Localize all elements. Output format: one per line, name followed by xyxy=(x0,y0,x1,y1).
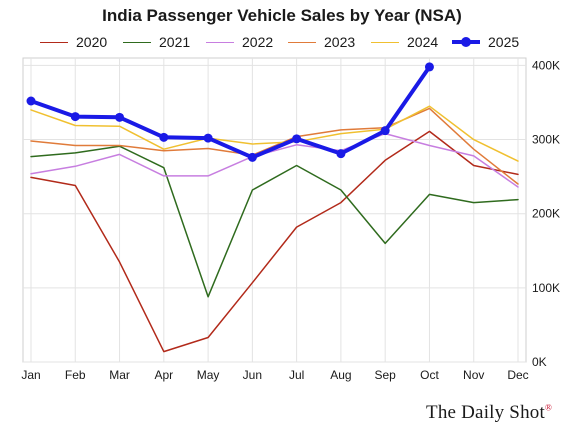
data-point-2025 xyxy=(292,134,302,144)
legend-item-2020: 2020 xyxy=(40,32,107,52)
legend-label: 2023 xyxy=(324,34,356,50)
y-tick-label: 300K xyxy=(532,133,560,147)
x-tick-label: Nov xyxy=(463,368,484,382)
x-tick-label: Oct xyxy=(420,368,439,382)
series-line-2020 xyxy=(30,130,519,353)
legend-swatch xyxy=(288,41,316,43)
data-point-2025 xyxy=(115,112,125,122)
y-tick-label: 400K xyxy=(532,58,560,72)
data-point-2025 xyxy=(26,96,36,106)
series-line-2025 xyxy=(29,64,432,160)
series-line-2021 xyxy=(30,145,519,298)
series-line-2024 xyxy=(30,105,519,162)
x-tick-label: Aug xyxy=(330,368,351,382)
series-line-2022 xyxy=(30,132,519,188)
watermark: The Daily Shot® xyxy=(426,402,552,424)
x-tick-label: Dec xyxy=(507,368,528,382)
x-tick-label: Sep xyxy=(375,368,397,382)
x-tick-label: Feb xyxy=(65,368,86,382)
y-tick-label: 200K xyxy=(532,207,560,221)
data-point-2025 xyxy=(336,149,346,159)
x-tick-label: May xyxy=(197,368,220,382)
data-point-2025 xyxy=(424,62,434,72)
x-tick-label: Apr xyxy=(154,368,173,382)
data-point-2025 xyxy=(159,132,169,142)
x-tick-label: Jun xyxy=(243,368,262,382)
legend-label: 2020 xyxy=(76,34,108,50)
legend-swatch xyxy=(371,41,399,43)
legend-item-2024: 2024 xyxy=(371,32,438,52)
legend-swatch xyxy=(206,41,234,43)
chart-title: India Passenger Vehicle Sales by Year (N… xyxy=(102,6,462,25)
legend-swatch xyxy=(40,41,68,43)
plot-frame xyxy=(22,57,527,363)
legend-swatch xyxy=(452,37,480,47)
data-point-2025 xyxy=(247,152,257,162)
legend-label: 2025 xyxy=(488,34,520,50)
watermark-registered-mark: ® xyxy=(544,402,552,413)
legend-item-2025: 2025 xyxy=(452,32,519,52)
x-tick-label: Mar xyxy=(109,368,130,382)
data-point-2025 xyxy=(203,133,213,143)
series-line-2023 xyxy=(30,107,519,185)
data-point-2025 xyxy=(70,112,80,122)
legend-item-2022: 2022 xyxy=(206,32,273,52)
x-tick-label: Jan xyxy=(21,368,40,382)
legend-item-2021: 2021 xyxy=(123,32,190,52)
y-tick-label: 100K xyxy=(532,281,560,295)
legend-marker xyxy=(461,37,471,47)
y-tick-label: 0K xyxy=(532,355,547,369)
watermark-text: The Daily Shot xyxy=(426,402,545,423)
legend-swatch xyxy=(123,41,151,43)
legend-label: 2022 xyxy=(242,34,274,50)
data-point-2025 xyxy=(380,126,390,136)
legend: 2020 2021 2022 2023 2024 2025 xyxy=(0,32,564,52)
legend-label: 2024 xyxy=(407,34,439,50)
x-tick-label: Jul xyxy=(289,368,304,382)
legend-item-2023: 2023 xyxy=(288,32,355,52)
legend-label: 2021 xyxy=(159,34,191,50)
